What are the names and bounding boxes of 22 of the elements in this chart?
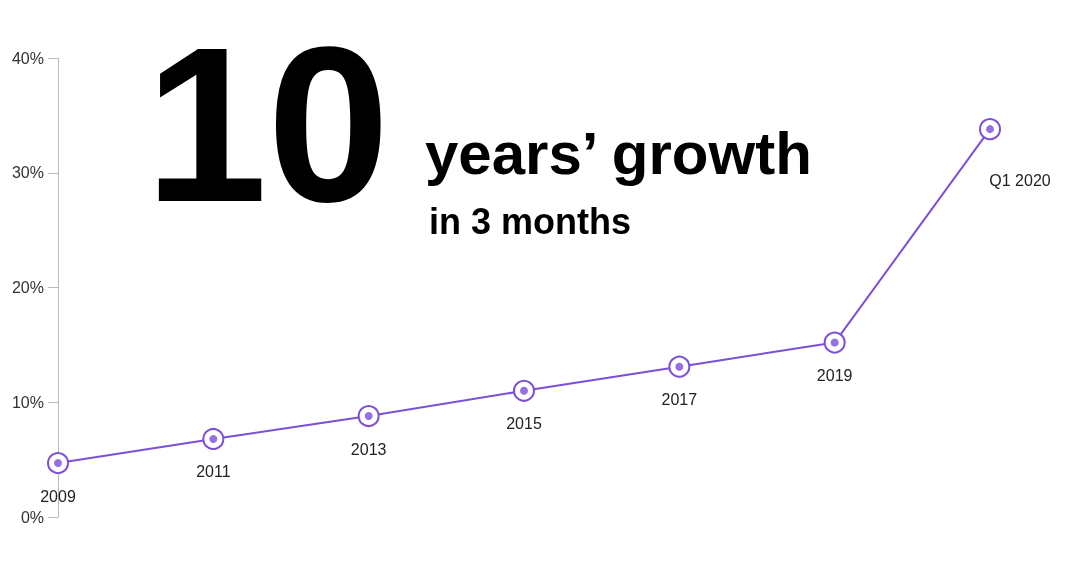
point bbox=[357, 405, 380, 428]
x-tick-label: 2017 bbox=[661, 391, 698, 409]
point bbox=[979, 118, 1001, 141]
y-tick-label: 40% bbox=[11, 49, 44, 67]
x-tick-label: 2011 bbox=[196, 463, 231, 481]
point bbox=[513, 379, 535, 402]
point bbox=[202, 427, 225, 450]
chart-title: 10 bbox=[145, 2, 390, 248]
x-tick-label: 2013 bbox=[350, 440, 387, 458]
y-tick-label: 10% bbox=[11, 393, 44, 411]
x-tick-label: 2019 bbox=[816, 367, 853, 385]
text: years’ growth bbox=[425, 119, 812, 187]
x-tick-label: 2015 bbox=[506, 415, 542, 433]
y-tick-label: 0% bbox=[20, 508, 44, 526]
x-tick-label: 2009 bbox=[40, 487, 76, 505]
point bbox=[668, 355, 691, 378]
y-tick-label: 20% bbox=[11, 279, 44, 296]
y-tick-label: 30% bbox=[11, 164, 44, 182]
point bbox=[823, 331, 846, 354]
point bbox=[47, 452, 69, 475]
annotation: in 3 months bbox=[429, 200, 632, 242]
x-tick-label: Q1 2020 bbox=[989, 171, 1051, 189]
